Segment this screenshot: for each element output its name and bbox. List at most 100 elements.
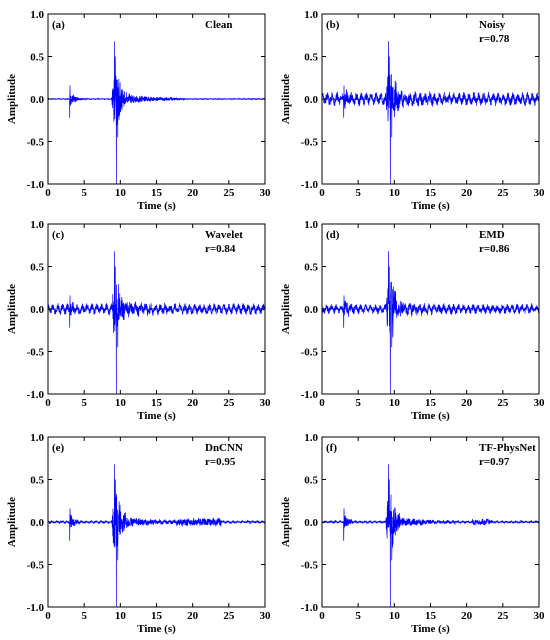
y-tick-label: -1.0 bbox=[27, 389, 45, 401]
x-axis-title: Time (s) bbox=[137, 410, 176, 422]
y-tick-label: -0.5 bbox=[27, 137, 45, 149]
waveform-line bbox=[48, 41, 265, 184]
y-tick-label: 0.5 bbox=[304, 52, 318, 64]
y-tick-label: 0.5 bbox=[30, 475, 44, 487]
x-tick-label: 30 bbox=[534, 397, 546, 409]
x-tick-label: 20 bbox=[461, 397, 473, 409]
panel-b: 0 5 10 15 20 25 30 -1.0 -0.5 0.0 0.5 1.0 Time (s) Amp… bbox=[280, 9, 545, 212]
method-label: TF-PhysNet bbox=[479, 442, 536, 454]
y-tick-label: 1.0 bbox=[30, 9, 44, 21]
panel-a: 0 5 10 15 20 25 30 -1.0 -0.5 0.0 0.5 1.0 Time (s) Amp… bbox=[6, 9, 271, 212]
x-tick-label: 0 bbox=[319, 187, 325, 199]
panel-label: (b) bbox=[326, 19, 340, 31]
x-tick-label: 15 bbox=[151, 397, 163, 409]
x-tick-label: 20 bbox=[187, 187, 199, 199]
correlation-label: r=0.86 bbox=[479, 243, 510, 255]
correlation-label: r=0.84 bbox=[205, 243, 236, 255]
panel-label: (d) bbox=[326, 229, 340, 241]
x-tick-label: 0 bbox=[319, 397, 325, 409]
x-tick-label: 10 bbox=[389, 187, 401, 199]
y-tick-label: 0.5 bbox=[30, 52, 44, 64]
x-tick-label: 5 bbox=[81, 610, 87, 622]
y-tick-label: 1.0 bbox=[304, 432, 318, 444]
x-axis-title: Time (s) bbox=[411, 623, 450, 635]
x-tick-label: 15 bbox=[425, 610, 437, 622]
y-tick-label: 0.0 bbox=[304, 94, 318, 106]
method-label: EMD bbox=[479, 229, 505, 241]
x-tick-label: 5 bbox=[355, 610, 361, 622]
x-tick-label: 10 bbox=[115, 397, 127, 409]
waveform-line bbox=[322, 41, 539, 184]
method-label: Wavelet bbox=[205, 229, 243, 241]
y-tick-label: 0.5 bbox=[304, 475, 318, 487]
method-label: DnCNN bbox=[205, 442, 243, 454]
x-tick-label: 0 bbox=[45, 187, 51, 199]
x-tick-label: 0 bbox=[45, 397, 51, 409]
x-tick-label: 10 bbox=[115, 610, 127, 622]
x-axis-title: Time (s) bbox=[137, 623, 176, 635]
y-tick-label: 0.5 bbox=[30, 262, 44, 274]
x-tick-label: 25 bbox=[497, 397, 509, 409]
y-tick-label: 0.5 bbox=[304, 262, 318, 274]
x-tick-label: 10 bbox=[389, 397, 401, 409]
y-axis-title: Amplitude bbox=[6, 74, 18, 124]
x-tick-label: 5 bbox=[355, 187, 361, 199]
x-tick-label: 15 bbox=[425, 187, 437, 199]
y-tick-label: -0.5 bbox=[27, 560, 45, 572]
x-axis-title: Time (s) bbox=[411, 410, 450, 422]
x-tick-label: 25 bbox=[497, 610, 509, 622]
x-tick-label: 30 bbox=[260, 610, 272, 622]
x-tick-label: 15 bbox=[425, 397, 437, 409]
panel-f: 0 5 10 15 20 25 30 -1.0 -0.5 0.0 0.5 1.0 Time (s) Amp… bbox=[280, 432, 545, 635]
y-tick-label: 1.0 bbox=[30, 432, 44, 444]
correlation-label: r=0.97 bbox=[479, 456, 510, 468]
method-label: Noisy bbox=[479, 19, 506, 31]
panel-d: 0 5 10 15 20 25 30 -1.0 -0.5 0.0 0.5 1.0 Time (s) Amp… bbox=[280, 219, 545, 422]
x-axis-title: Time (s) bbox=[411, 200, 450, 212]
y-axis-title: Amplitude bbox=[280, 74, 292, 124]
y-tick-label: -1.0 bbox=[301, 179, 319, 191]
y-axis-title: Amplitude bbox=[280, 497, 292, 547]
x-tick-label: 5 bbox=[81, 187, 87, 199]
x-tick-label: 25 bbox=[223, 397, 235, 409]
x-tick-label: 20 bbox=[187, 610, 199, 622]
y-axis-title: Amplitude bbox=[280, 284, 292, 334]
waveform-line bbox=[48, 464, 265, 607]
y-tick-label: 1.0 bbox=[304, 9, 318, 21]
x-tick-label: 20 bbox=[461, 610, 473, 622]
y-tick-label: -0.5 bbox=[27, 347, 45, 359]
x-tick-label: 10 bbox=[115, 187, 127, 199]
method-label: Clean bbox=[205, 19, 233, 31]
panel-e: 0 5 10 15 20 25 30 -1.0 -0.5 0.0 0.5 1.0 Time (s) Amp… bbox=[6, 432, 271, 635]
waveform-line bbox=[322, 251, 539, 394]
y-tick-label: -1.0 bbox=[301, 602, 319, 614]
x-tick-label: 15 bbox=[151, 610, 163, 622]
x-tick-label: 0 bbox=[319, 610, 325, 622]
x-axis-title: Time (s) bbox=[137, 200, 176, 212]
x-tick-label: 30 bbox=[260, 187, 272, 199]
x-tick-label: 25 bbox=[497, 187, 509, 199]
panel-label: (c) bbox=[52, 229, 65, 241]
x-tick-label: 20 bbox=[461, 187, 473, 199]
x-tick-label: 30 bbox=[260, 397, 272, 409]
correlation-label: r=0.78 bbox=[479, 33, 510, 45]
y-tick-label: -1.0 bbox=[27, 602, 45, 614]
y-tick-label: 0.0 bbox=[304, 304, 318, 316]
y-tick-label: 0.0 bbox=[30, 94, 44, 106]
y-axis-title: Amplitude bbox=[6, 497, 18, 547]
x-tick-label: 15 bbox=[151, 187, 163, 199]
panel-label: (f) bbox=[326, 442, 337, 454]
correlation-label: r=0.95 bbox=[205, 456, 236, 468]
y-tick-label: -0.5 bbox=[301, 560, 319, 572]
y-tick-label: 0.0 bbox=[30, 304, 44, 316]
y-tick-label: 0.0 bbox=[304, 517, 318, 529]
x-tick-label: 25 bbox=[223, 187, 235, 199]
x-tick-label: 10 bbox=[389, 610, 401, 622]
y-tick-label: -1.0 bbox=[27, 179, 45, 191]
y-tick-label: 1.0 bbox=[30, 219, 44, 231]
x-tick-label: 30 bbox=[534, 187, 546, 199]
x-tick-label: 20 bbox=[187, 397, 199, 409]
y-tick-label: 1.0 bbox=[304, 219, 318, 231]
x-tick-label: 25 bbox=[223, 610, 235, 622]
y-axis-title: Amplitude bbox=[6, 284, 18, 334]
